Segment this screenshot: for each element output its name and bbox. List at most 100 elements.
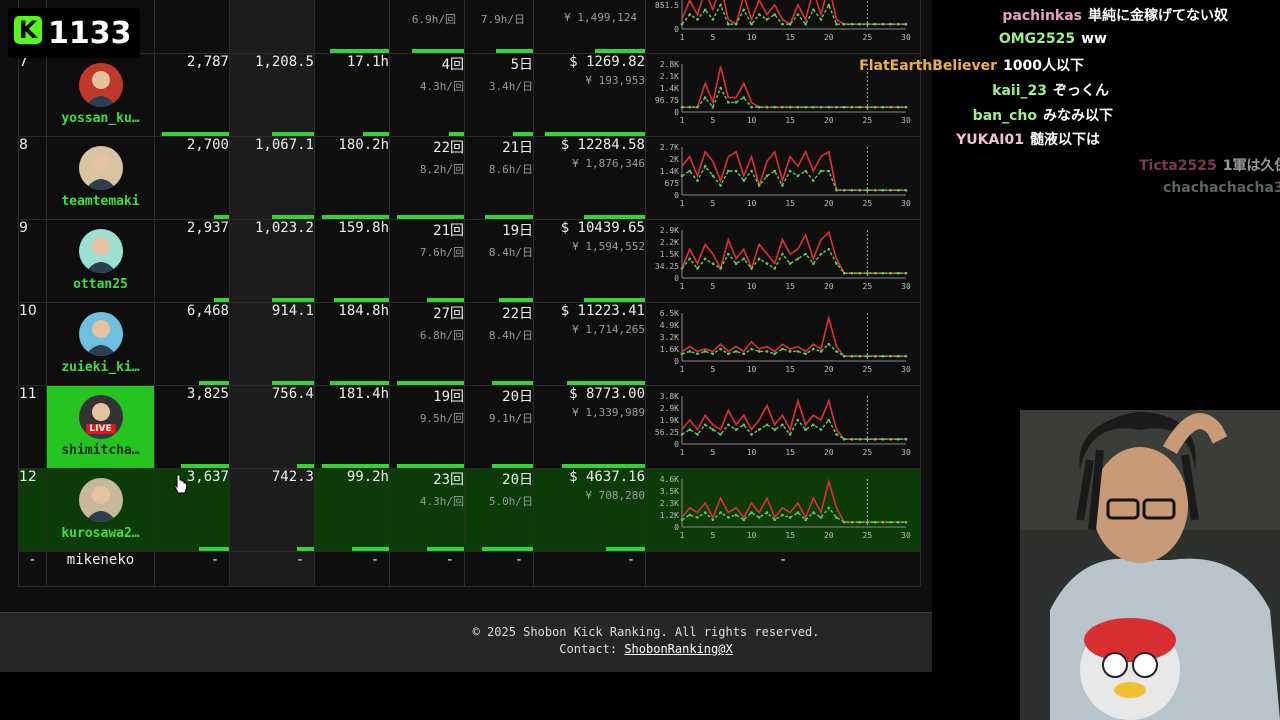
series-point — [781, 423, 784, 427]
table-row[interactable]: 10 zuieki_ki… 6,468 914.1 184.8h 27回 6.8h/回 22日… — [18, 302, 921, 386]
earnings-usd: $ 12284.58 — [560, 137, 645, 153]
series-point — [904, 437, 908, 441]
rank-cell: 9 — [18, 219, 47, 303]
hours-cell: 180.2h — [314, 136, 390, 220]
series-point — [773, 518, 776, 522]
avatar[interactable] — [78, 229, 123, 273]
series-point — [873, 520, 877, 524]
username-link[interactable]: teamtemaki — [61, 194, 140, 209]
avatar-image — [84, 71, 117, 107]
series-point — [804, 252, 807, 256]
dash: - — [295, 552, 304, 568]
series-point — [742, 518, 746, 522]
series-point — [796, 105, 800, 109]
series-point — [765, 511, 769, 514]
series-point — [819, 252, 823, 256]
series-point — [750, 267, 753, 270]
user-cell[interactable]: ottan25 — [46, 219, 155, 303]
followers-count: 2,700 — [186, 137, 229, 153]
username-link[interactable]: zuieki_ki… — [61, 360, 140, 375]
series-point — [866, 354, 869, 358]
series-point — [904, 105, 908, 109]
series-point — [827, 105, 831, 109]
contact-link[interactable]: ShobonRanking@X — [624, 642, 733, 656]
earnings-usd: $ 1269.82 — [569, 54, 645, 70]
followers-count: 2,787 — [186, 54, 229, 70]
series-point — [819, 169, 823, 173]
series-point — [757, 257, 761, 261]
series-point — [866, 271, 869, 275]
table-row[interactable]: 12 kurosawa2… 3,637 742.3 99.2h 23回 4.3h/回 20日 5… — [18, 468, 921, 552]
series-point — [804, 169, 807, 173]
user-cell[interactable]: yossan_ku… — [46, 53, 155, 137]
avatar[interactable] — [78, 146, 123, 190]
series-point — [881, 437, 885, 441]
series-point — [719, 86, 722, 90]
followers-cell: 2,937 — [154, 219, 230, 303]
metric-bar — [180, 464, 229, 468]
chat-username[interactable]: kaii_23 — [992, 83, 1047, 99]
x-tick-label: 1 — [680, 448, 685, 457]
series-point — [835, 22, 838, 26]
series-point — [873, 188, 877, 192]
chat-username[interactable]: chachachacha3… — [1163, 180, 1280, 196]
user-cell[interactable]: LIVE shimitcha… — [46, 385, 155, 469]
chat-username[interactable]: FlatEarthBeliever — [859, 58, 998, 74]
series-point — [719, 267, 722, 270]
series-point — [850, 520, 854, 524]
streams-cell: 22回 8.2h/回 — [389, 136, 465, 220]
metric-bar — [297, 464, 314, 468]
empty-cell: - — [389, 551, 465, 587]
table-row-top[interactable]: 6.9h/回 7.9h/日 ¥ 1,499,124 1.7K851.501510… — [18, 0, 921, 54]
hours-cell: 99.2h — [314, 468, 390, 552]
series-point — [788, 262, 792, 265]
avatar[interactable] — [78, 478, 123, 522]
username-link[interactable]: shimitcha… — [61, 443, 140, 458]
series-point — [850, 188, 854, 192]
metric-bar — [272, 298, 314, 302]
series-point — [796, 350, 800, 353]
y-tick-label: 96.75 — [655, 96, 679, 105]
avg-viewers-cell: 1,067.1 — [229, 136, 315, 220]
chat-username[interactable]: OMG2525 — [998, 31, 1076, 47]
series-point — [734, 428, 738, 431]
username-link[interactable]: kurosawa2… — [61, 526, 140, 541]
hours-per-stream: 4.3h/回 — [419, 495, 464, 508]
series-point — [711, 352, 715, 356]
table-row[interactable]: 8 teamtemaki 2,700 1,067.1 180.2h 22回 8.2h/回 21… — [18, 136, 921, 220]
earnings-jpy: ¥ 708,280 — [585, 489, 645, 502]
y-tick-label: 0 — [674, 440, 679, 449]
x-tick-label: 30 — [901, 448, 911, 457]
series-point — [812, 8, 815, 12]
chat-username[interactable]: Ticta2525 — [1139, 158, 1217, 174]
viewer-count: 1133 — [48, 16, 132, 51]
username-link[interactable]: yossan_ku… — [61, 111, 140, 126]
series-point — [896, 271, 900, 275]
username-link[interactable]: ottan25 — [73, 277, 128, 292]
series-line-red — [681, 230, 906, 275]
avatar[interactable] — [78, 312, 123, 356]
empty-cell: - — [314, 551, 390, 587]
user-cell[interactable]: zuieki_ki… — [46, 302, 155, 386]
x-tick-label: 5 — [710, 448, 715, 457]
days-cell: 22日 8.4h/日 — [464, 302, 534, 386]
user-cell[interactable]: teamtemaki — [46, 136, 155, 220]
y-tick-label: 4.6K — [660, 475, 679, 484]
chat-username[interactable]: ban_cho — [972, 108, 1037, 124]
chat-username[interactable]: YUKAI01 — [956, 132, 1024, 148]
metric-bar — [162, 132, 229, 136]
chat-text: みなみ以下 — [1043, 108, 1113, 124]
table-row[interactable]: 11 LIVE shimitcha… 3,825 756.4 181.4h 19回 9.5h/… — [18, 385, 921, 469]
table-row[interactable]: 9 ottan25 2,937 1,023.2 159.8h 21回 7.6h/回 19日 8.… — [18, 219, 921, 303]
table-row[interactable]: 7 yossan_ku… 2,787 1,208.5 17.1h 4回 4.3h/回 5日 3.… — [18, 53, 921, 137]
series-line-red — [681, 397, 906, 441]
series-point — [765, 350, 769, 353]
user-cell[interactable]: kurosawa2… — [46, 468, 155, 552]
chat-username[interactable]: pachinkas — [1002, 8, 1082, 24]
avatar[interactable] — [78, 63, 123, 107]
series-point — [804, 352, 807, 356]
series-point — [680, 433, 684, 436]
days-cell: 19日 8.4h/日 — [464, 219, 534, 303]
streams-cell: 27回 6.8h/回 — [389, 302, 465, 386]
